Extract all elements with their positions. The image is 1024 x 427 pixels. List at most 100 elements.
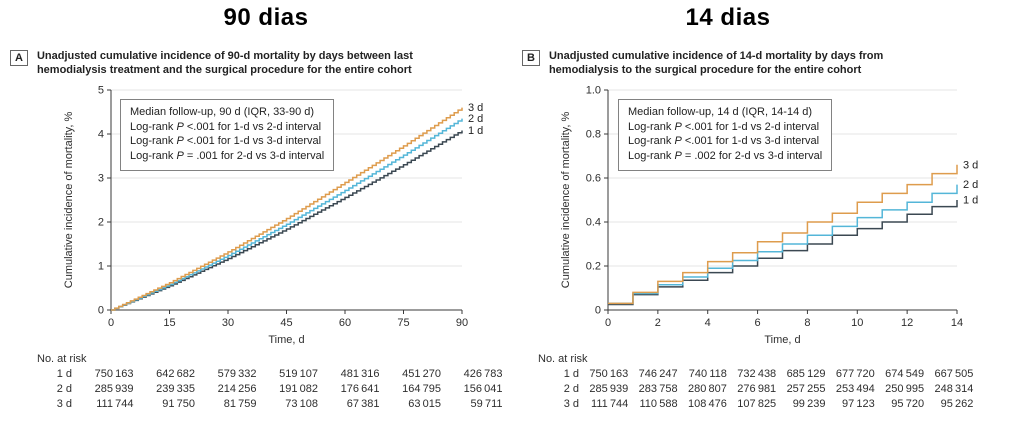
at-risk-count: 214 256 (217, 383, 257, 395)
at-risk-count: 746 247 (638, 368, 678, 380)
at-risk-row-label: 3 d (563, 398, 579, 410)
y-tick-label: 0.8 (586, 129, 601, 141)
at-risk-count: 740 118 (688, 368, 727, 380)
series-2d (608, 184, 958, 305)
at-risk-count: 59 711 (470, 398, 503, 410)
x-tick-label: 30 (222, 317, 234, 329)
at-risk-title: No. at risk (538, 353, 588, 365)
at-risk-count: 95 720 (891, 398, 925, 410)
at-risk-count: 81 759 (223, 398, 257, 410)
panel-a-caption-text: Unadjusted cumulative incidence of 90-d … (36, 50, 413, 77)
at-risk-count: 750 163 (589, 368, 629, 380)
at-risk-count: 285 939 (589, 383, 629, 395)
at-risk-count: 667 505 (934, 368, 974, 380)
at-risk-row-label: 2 d (56, 383, 72, 395)
at-risk-count: 110 588 (639, 398, 678, 410)
series-end-label: 3 d (963, 159, 978, 171)
series-end-label: 2 d (468, 113, 483, 125)
x-tick-label: 10 (851, 317, 863, 329)
at-risk-count: 67 381 (346, 398, 380, 410)
y-tick-label: 3 (98, 173, 104, 185)
y-axis-label: Cumulative incidence of mortality, % (63, 112, 75, 289)
panel-90d: 90 dias A Unadjusted cumulative incidenc… (0, 4, 512, 413)
series-end-label: 1 d (963, 195, 978, 207)
y-tick-label: 0.2 (586, 261, 601, 273)
at-risk-row-label: 1 d (563, 368, 579, 380)
at-risk-count: 642 682 (156, 368, 195, 380)
at-risk-table-14d: No. at risk 1 d 750 163 746 247 740 118 732 … (512, 353, 1024, 413)
panel-a-letter-badge: A (10, 50, 28, 66)
at-risk-row-label: 3 d (56, 398, 72, 410)
at-risk-count: 63 015 (408, 398, 441, 410)
y-tick-label: 4 (98, 129, 104, 141)
series-3d (111, 107, 463, 311)
at-risk-count: 250 995 (885, 383, 925, 395)
logrank-line: Log-rank P = .001 for 2-d vs 3-d interva… (130, 149, 325, 162)
panel-14d: 14 dias B Unadjusted cumulative incidenc… (512, 0, 1024, 427)
at-risk-count: 156 041 (463, 383, 503, 395)
at-risk-title: No. at risk (37, 353, 87, 365)
at-risk-count: 253 494 (835, 383, 875, 395)
x-tick-label: 75 (397, 317, 409, 329)
at-risk-row: 1 d 750 163 642 682 579 332 519 107 481 316 45… (37, 368, 512, 383)
x-axis-label: Time, d (268, 334, 304, 346)
median-followup-text: Median follow-up, 14 d (IQR, 14-14 d) (628, 106, 813, 118)
at-risk-row: 2 d 285 939 239 335 214 256 191 082 176 641 16… (37, 383, 512, 398)
at-risk-count: 176 641 (340, 383, 380, 395)
at-risk-table-90d: No. at risk 1 d 750 163 642 682 579 332 519 … (0, 353, 512, 413)
at-risk-count: 97 123 (841, 398, 875, 410)
y-tick-label: 0 (98, 305, 104, 317)
y-axis-label: Cumulative incidence of mortality, % (560, 112, 572, 289)
at-risk-count: 579 332 (217, 368, 257, 380)
panel-a-title: 90 dias (223, 4, 309, 31)
at-risk-row: 1 d 750 163 746 247 740 118 732 438 685 129 67… (539, 368, 1024, 383)
at-risk-count: 107 825 (737, 398, 777, 410)
annotation-box-b: Median follow-up, 14 d (IQR, 14-14 d) Lo… (618, 99, 833, 171)
at-risk-count: 164 795 (402, 383, 441, 395)
logrank-line: Log-rank P = .002 for 2-d vs 3-d interva… (628, 149, 823, 162)
at-risk-row: 3 d 111 744 91 750 81 759 73 108 67 381 63 015… (37, 398, 512, 413)
at-risk-count: 239 335 (156, 383, 195, 395)
y-tick-label: 0 (595, 305, 601, 317)
logrank-line: Log-rank P <.001 for 1-d vs 2-d interval (130, 120, 322, 133)
at-risk-count: 73 108 (285, 398, 318, 410)
x-tick-label: 0 (605, 317, 611, 329)
y-tick-label: 0.6 (586, 173, 601, 185)
at-risk-count: 276 981 (737, 383, 777, 395)
at-risk-count: 280 807 (687, 383, 727, 395)
at-risk-count: 750 163 (94, 368, 134, 380)
at-risk-count: 111 744 (96, 398, 134, 410)
at-risk-count: 108 476 (687, 398, 727, 410)
x-axis-label: Time, d (764, 334, 800, 346)
y-tick-label: 5 (98, 85, 104, 97)
at-risk-count: 451 270 (402, 368, 441, 380)
at-risk-count: 111 744 (591, 398, 629, 410)
y-tick-label: 1.0 (586, 85, 601, 97)
x-tick-label: 12 (901, 317, 913, 329)
at-risk-row: 3 d 111 744 110 588 108 476 107 825 99 239 97 … (539, 398, 1024, 413)
panel-b-letter-badge: B (522, 50, 540, 66)
at-risk-count: 674 549 (885, 368, 925, 380)
y-tick-label: 1 (98, 261, 104, 273)
series-end-label: 2 d (963, 179, 978, 191)
logrank-line: Log-rank P <.001 for 1-d vs 3-d interval (130, 135, 322, 148)
at-risk-count: 481 316 (340, 368, 380, 380)
at-risk-count: 248 314 (934, 383, 974, 395)
annotation-box-a: Median follow-up, 90 d (IQR, 33-90 d) Lo… (120, 99, 335, 171)
at-risk-count: 283 758 (638, 383, 678, 395)
at-risk-count: 426 783 (463, 368, 503, 380)
x-tick-label: 4 (705, 317, 711, 329)
x-tick-label: 15 (163, 317, 175, 329)
at-risk-count: 685 129 (786, 368, 826, 380)
series-end-label: 3 d (468, 102, 483, 114)
at-risk-count: 191 082 (279, 383, 318, 395)
x-tick-label: 60 (339, 317, 351, 329)
logrank-line: Log-rank P <.001 for 1-d vs 3-d interval (628, 135, 820, 148)
at-risk-count: 732 438 (737, 368, 777, 380)
at-risk-count: 91 750 (162, 398, 195, 410)
y-tick-label: 2 (98, 217, 104, 229)
panel-b-caption-text: Unadjusted cumulative incidence of 14-d … (548, 50, 884, 77)
x-tick-label: 45 (280, 317, 292, 329)
